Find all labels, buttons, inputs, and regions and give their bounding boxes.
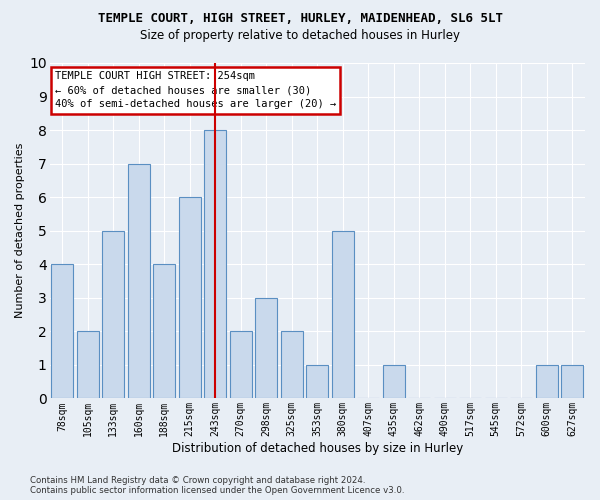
Bar: [332, 230, 353, 398]
Bar: [562, 365, 583, 398]
Bar: [307, 365, 328, 398]
Bar: [103, 230, 124, 398]
Bar: [383, 365, 404, 398]
Y-axis label: Number of detached properties: Number of detached properties: [15, 143, 25, 318]
Text: Size of property relative to detached houses in Hurley: Size of property relative to detached ho…: [140, 29, 460, 42]
Bar: [536, 365, 557, 398]
Bar: [256, 298, 277, 398]
Bar: [77, 332, 98, 398]
Bar: [230, 332, 251, 398]
Text: TEMPLE COURT HIGH STREET: 254sqm
← 60% of detached houses are smaller (30)
40% o: TEMPLE COURT HIGH STREET: 254sqm ← 60% o…: [55, 72, 336, 110]
Bar: [128, 164, 149, 398]
Bar: [179, 197, 200, 398]
Bar: [52, 264, 73, 398]
Bar: [281, 332, 302, 398]
X-axis label: Distribution of detached houses by size in Hurley: Distribution of detached houses by size …: [172, 442, 463, 455]
Text: Contains HM Land Registry data © Crown copyright and database right 2024.
Contai: Contains HM Land Registry data © Crown c…: [30, 476, 404, 495]
Bar: [154, 264, 175, 398]
Text: TEMPLE COURT, HIGH STREET, HURLEY, MAIDENHEAD, SL6 5LT: TEMPLE COURT, HIGH STREET, HURLEY, MAIDE…: [97, 12, 503, 26]
Bar: [205, 130, 226, 398]
